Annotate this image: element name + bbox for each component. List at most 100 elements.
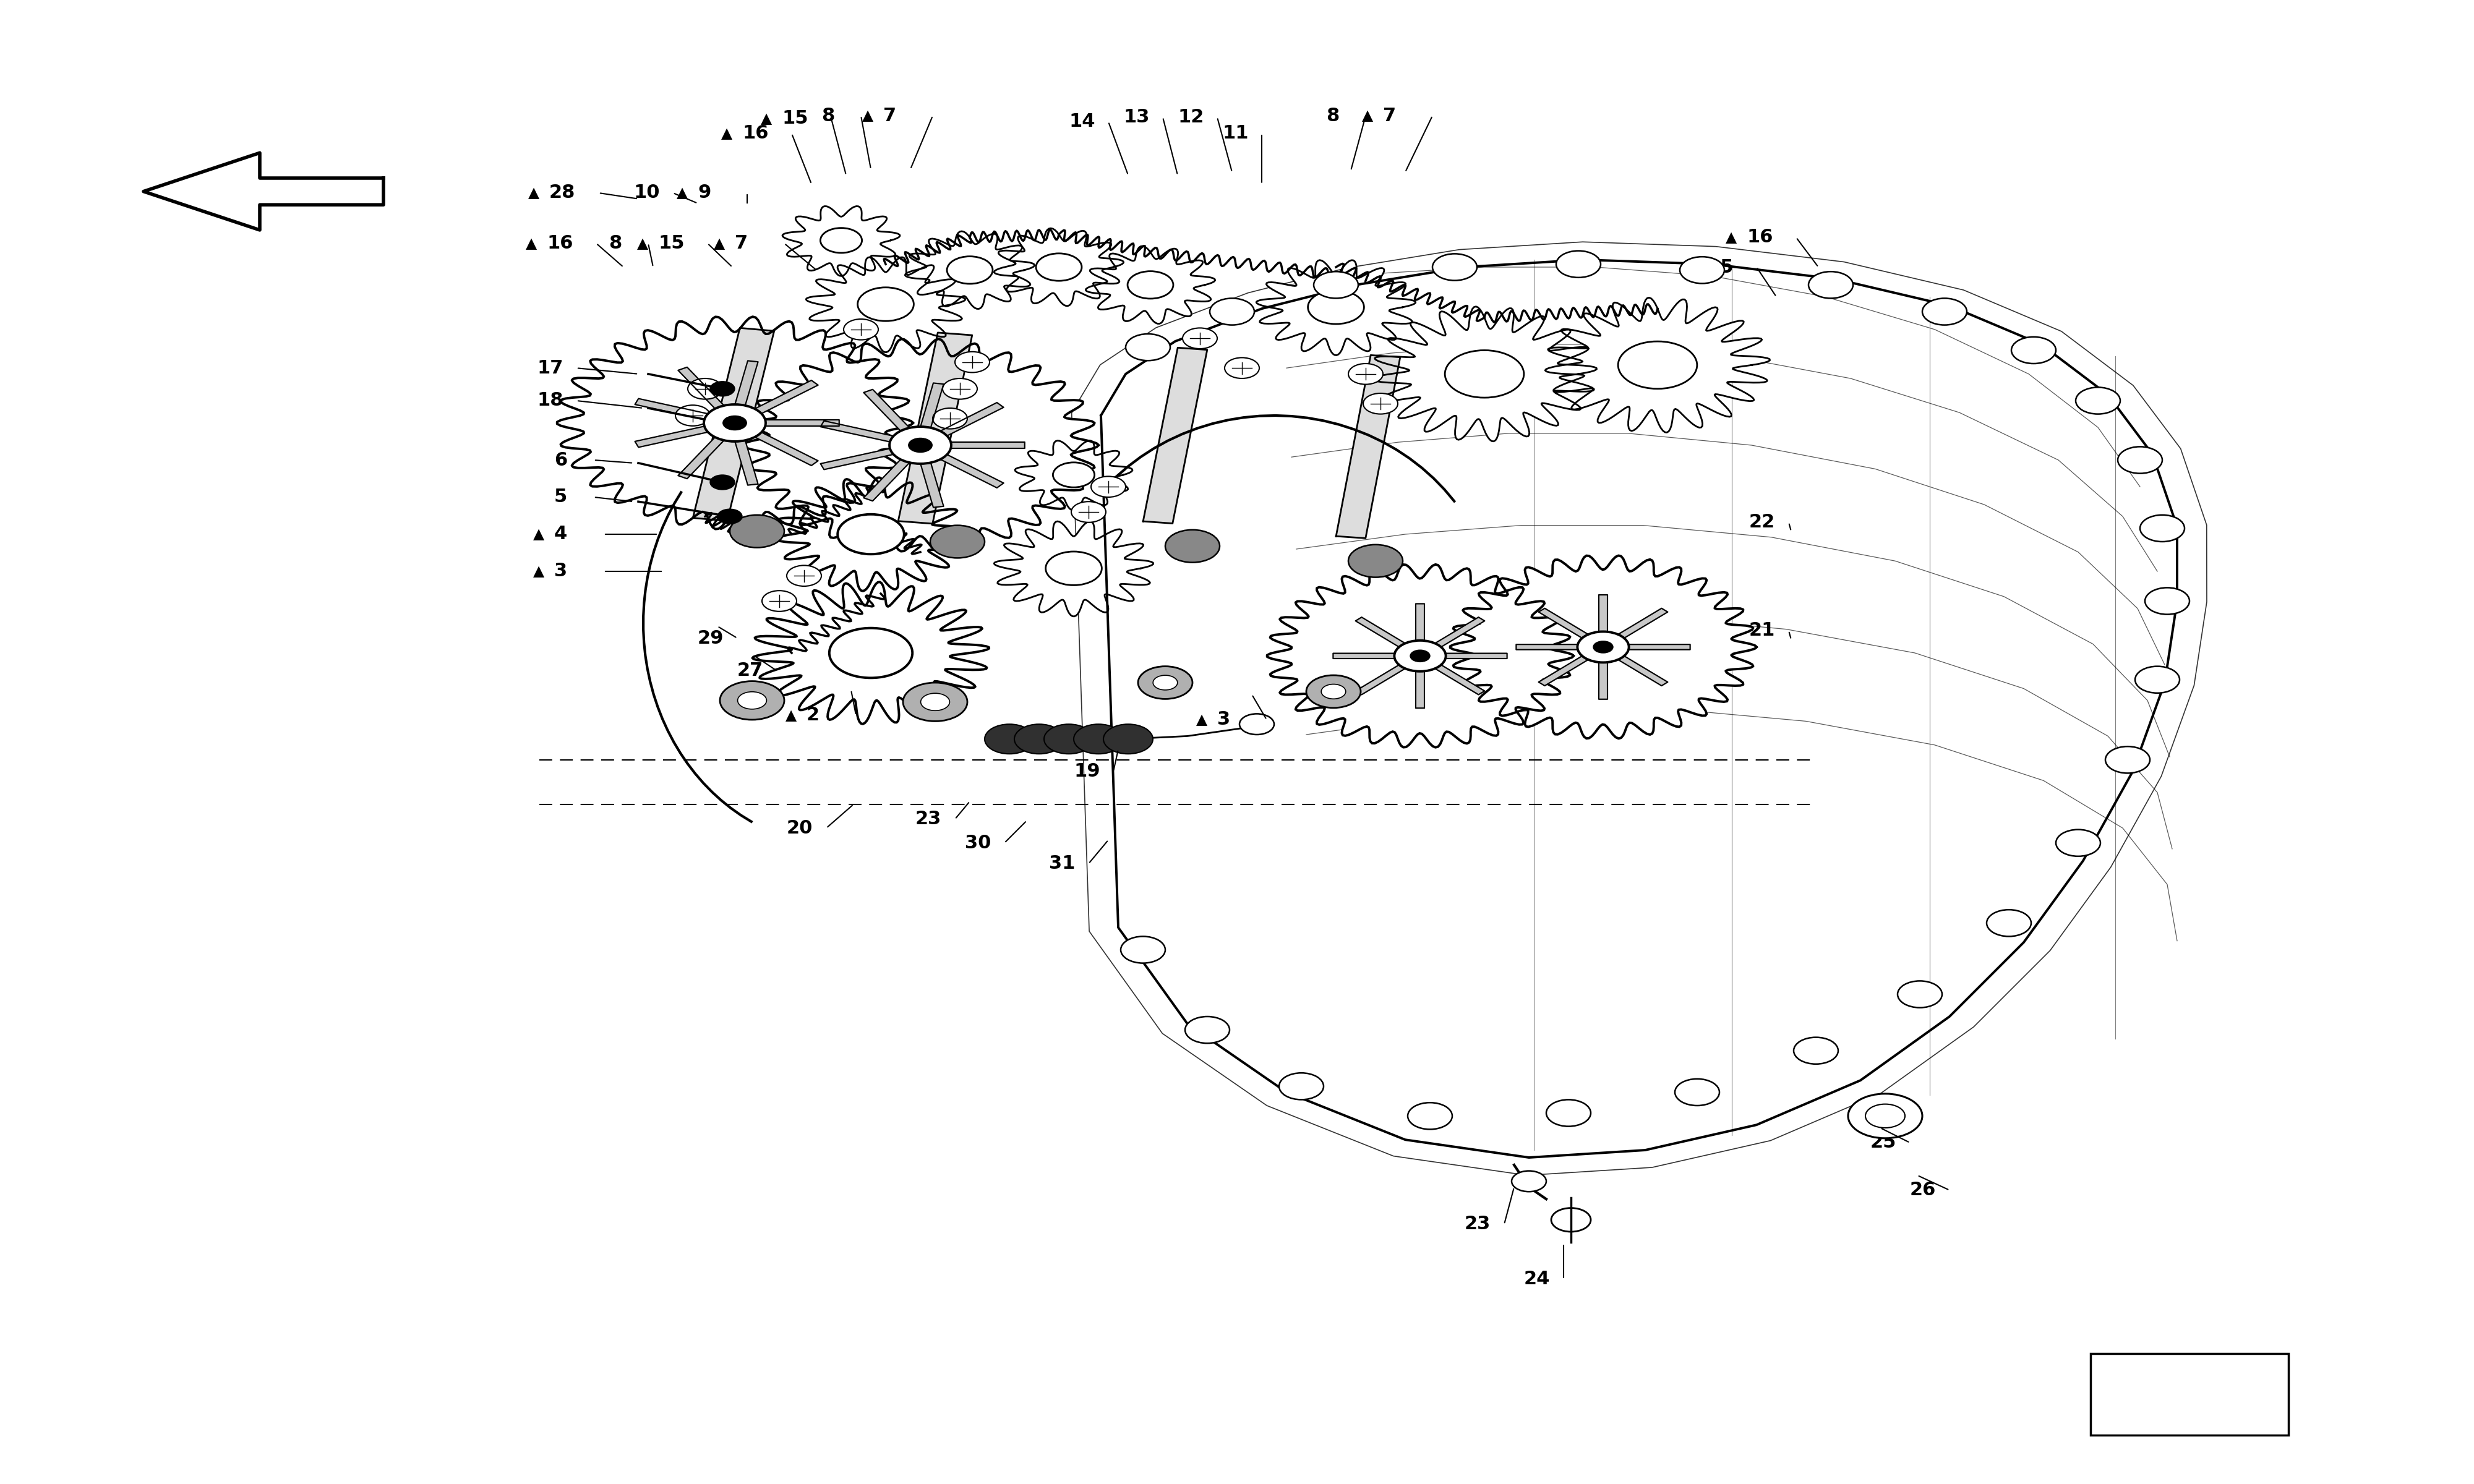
Polygon shape — [1517, 644, 1581, 650]
Circle shape — [1138, 666, 1192, 699]
Polygon shape — [782, 206, 901, 276]
Text: ▲: ▲ — [1685, 260, 1697, 275]
Circle shape — [730, 515, 784, 548]
Circle shape — [1675, 1079, 1719, 1106]
Circle shape — [858, 288, 913, 321]
Text: 4: 4 — [554, 525, 567, 543]
Circle shape — [1091, 476, 1126, 497]
Text: ▲: ▲ — [861, 108, 873, 123]
Polygon shape — [821, 448, 898, 469]
Polygon shape — [863, 457, 913, 502]
Circle shape — [839, 515, 903, 554]
Circle shape — [1076, 726, 1121, 752]
Circle shape — [1348, 364, 1383, 384]
Circle shape — [1239, 714, 1274, 735]
Polygon shape — [1546, 298, 1769, 432]
Text: ▲: ▲ — [524, 236, 537, 251]
Polygon shape — [636, 426, 713, 447]
Text: 30: 30 — [965, 834, 992, 852]
Circle shape — [1279, 1073, 1324, 1100]
Polygon shape — [693, 328, 774, 521]
Text: ▲: ▲ — [720, 126, 732, 141]
Text: 7: 7 — [883, 107, 896, 125]
Circle shape — [1017, 726, 1061, 752]
Text: 8: 8 — [821, 107, 834, 125]
Circle shape — [821, 229, 861, 252]
Text: 5: 5 — [554, 488, 567, 506]
Text: 21: 21 — [1749, 622, 1776, 640]
Text: ▲: ▲ — [675, 186, 688, 200]
Circle shape — [688, 378, 722, 399]
Circle shape — [1408, 1103, 1452, 1129]
Circle shape — [2118, 447, 2162, 473]
Polygon shape — [1616, 654, 1667, 686]
Polygon shape — [678, 367, 727, 411]
Polygon shape — [1267, 564, 1573, 748]
Polygon shape — [735, 438, 757, 485]
Circle shape — [1044, 724, 1094, 754]
Text: ▲: ▲ — [1195, 712, 1207, 727]
Polygon shape — [1442, 653, 1507, 659]
Text: 27: 27 — [737, 662, 764, 680]
Circle shape — [1363, 393, 1398, 414]
Circle shape — [1794, 1037, 1838, 1064]
Polygon shape — [760, 420, 839, 426]
Text: 20: 20 — [787, 819, 814, 837]
Circle shape — [891, 427, 950, 463]
Circle shape — [717, 509, 742, 524]
Circle shape — [1074, 724, 1123, 754]
Circle shape — [2140, 515, 2185, 542]
Circle shape — [930, 525, 985, 558]
Circle shape — [1126, 334, 1170, 361]
Polygon shape — [1432, 663, 1484, 695]
Polygon shape — [1598, 660, 1608, 699]
Polygon shape — [1450, 555, 1757, 739]
Text: ▲: ▲ — [784, 708, 797, 723]
Text: 10: 10 — [633, 184, 661, 202]
Circle shape — [1106, 726, 1150, 752]
Circle shape — [955, 352, 990, 372]
Circle shape — [1103, 724, 1153, 754]
Circle shape — [1593, 641, 1613, 653]
Polygon shape — [1539, 608, 1591, 640]
Text: 31: 31 — [1049, 855, 1076, 873]
Polygon shape — [1415, 604, 1425, 643]
Circle shape — [1128, 272, 1173, 298]
Polygon shape — [1101, 260, 2177, 1158]
Circle shape — [2135, 666, 2180, 693]
Circle shape — [1306, 675, 1361, 708]
Circle shape — [1551, 1208, 1591, 1232]
Polygon shape — [752, 380, 819, 416]
Text: ▲: ▲ — [1724, 230, 1737, 245]
Text: 29: 29 — [698, 629, 725, 647]
Text: 15: 15 — [1707, 258, 1734, 276]
Polygon shape — [920, 460, 943, 508]
Text: 15: 15 — [782, 110, 809, 128]
Circle shape — [1578, 632, 1628, 662]
Text: 25: 25 — [1870, 1134, 1898, 1152]
Polygon shape — [1415, 669, 1425, 708]
Text: ▲: ▲ — [636, 236, 648, 251]
Circle shape — [1054, 463, 1094, 487]
Circle shape — [1321, 684, 1346, 699]
Polygon shape — [1014, 441, 1133, 510]
Circle shape — [1848, 1094, 1922, 1138]
Circle shape — [737, 692, 767, 709]
Circle shape — [933, 408, 967, 429]
Polygon shape — [636, 399, 713, 420]
Text: 22: 22 — [1749, 513, 1776, 531]
Polygon shape — [898, 332, 972, 524]
Text: 8: 8 — [1326, 107, 1338, 125]
Text: 3: 3 — [554, 562, 567, 580]
Circle shape — [1348, 545, 1403, 577]
Circle shape — [1618, 341, 1697, 389]
Text: 7: 7 — [1383, 107, 1395, 125]
Circle shape — [1987, 910, 2031, 936]
Polygon shape — [752, 582, 990, 724]
Circle shape — [1410, 650, 1430, 662]
Text: 11: 11 — [1222, 125, 1249, 142]
Circle shape — [787, 565, 821, 586]
Circle shape — [920, 693, 950, 711]
Polygon shape — [1539, 654, 1591, 686]
Circle shape — [987, 726, 1032, 752]
